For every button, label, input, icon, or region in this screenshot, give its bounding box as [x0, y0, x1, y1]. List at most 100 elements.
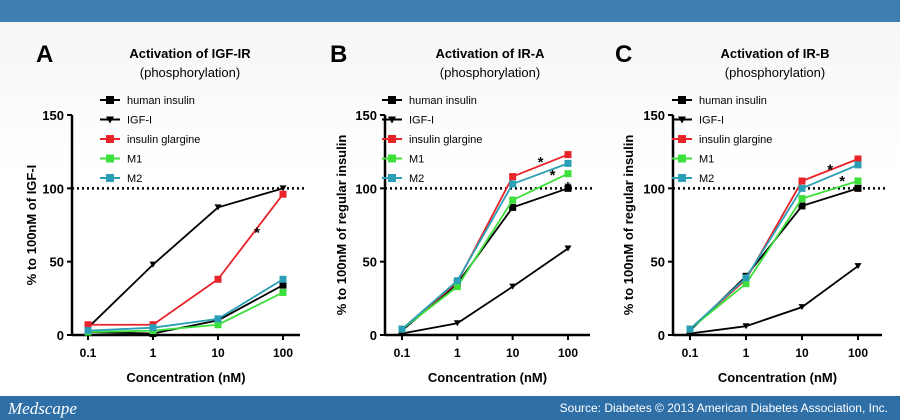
significance-asterisk: * [538, 154, 544, 171]
y-axis-label: % to 100nM of regular insulin [334, 135, 349, 316]
x-tick-label: 100 [558, 346, 578, 360]
legend-label: M2 [409, 173, 424, 185]
data-point [214, 315, 222, 323]
legend-label: M1 [127, 154, 142, 166]
data-point [279, 275, 287, 283]
legend-label: IGF-I [409, 115, 434, 127]
data-point [509, 203, 517, 211]
legend-marker [106, 174, 114, 182]
legend-marker [388, 135, 396, 143]
series-line [401, 172, 569, 330]
panel-letter: C [615, 41, 632, 68]
series-line [87, 187, 284, 329]
x-axis-label: Concentration (nM) [126, 370, 245, 385]
panel-a: A Activation of IGF-IR (phosphorylation) 0 5… [24, 41, 305, 385]
medscape-logo[interactable]: Medscape [8, 399, 77, 418]
panel-subtitle: (phosphorylation) [440, 65, 540, 80]
data-point [854, 184, 862, 192]
y-tick-label: 150 [643, 108, 665, 123]
legend-label: M1 [409, 154, 424, 166]
data-point [564, 184, 572, 192]
series-igf-i [398, 245, 572, 337]
legend-marker [388, 96, 396, 104]
x-tick-label: 1 [150, 346, 157, 360]
y-tick-label: 50 [651, 255, 665, 270]
x-tick-label: 100 [273, 346, 293, 360]
series-line [689, 158, 859, 330]
y-tick-label: 100 [42, 181, 64, 196]
y-tick-label: 150 [42, 108, 64, 123]
significance-asterisk: * [254, 224, 260, 241]
data-point [214, 321, 222, 329]
data-point [398, 325, 406, 333]
legend-label: human insulin [699, 95, 767, 107]
legend-label: IGF-I [127, 115, 152, 127]
legend-marker [678, 96, 686, 104]
data-point [798, 177, 806, 185]
panel-c: C Activation of IR-B (phosphorylation) 0 50 1… [615, 41, 887, 385]
legend-marker [678, 174, 686, 182]
legend-marker [678, 116, 686, 124]
data-point [214, 204, 222, 211]
panel-subtitle: (phosphorylation) [725, 65, 825, 80]
data-point [854, 177, 862, 185]
series-line [401, 247, 569, 335]
y-tick-label: 50 [50, 255, 64, 270]
legend-label: M2 [127, 173, 142, 185]
data-point [453, 320, 461, 327]
series-line [87, 278, 284, 332]
data-point [798, 195, 806, 203]
data-point [564, 151, 572, 159]
y-axis-label: % to 100nM of IGF-I [24, 165, 39, 286]
data-point [742, 280, 750, 288]
series-line [87, 284, 284, 335]
legend-marker [106, 154, 114, 163]
legend-marker [678, 135, 686, 143]
data-point [279, 281, 287, 289]
series-m2 [398, 159, 572, 333]
data-point [84, 321, 92, 329]
data-point [798, 304, 806, 311]
panel-b: B Activation of IR-A (phosphorylation) 0 50 1… [330, 41, 595, 385]
data-point [686, 325, 694, 333]
series-igf-i [686, 263, 862, 337]
legend-marker [388, 154, 396, 163]
x-tick-label: 10 [506, 346, 520, 360]
data-point [854, 161, 862, 169]
data-point [509, 283, 517, 290]
legend-label: M2 [699, 173, 714, 185]
series-line [689, 164, 859, 330]
legend-marker [106, 135, 114, 143]
data-point [149, 324, 157, 332]
y-tick-label: 50 [363, 255, 377, 270]
y-tick-label: 150 [355, 108, 377, 123]
significance-asterisk: * [550, 167, 556, 184]
legend-label: insulin glargine [409, 134, 482, 146]
x-tick-label: 0.1 [80, 346, 97, 360]
legend-label: insulin glargine [699, 134, 772, 146]
x-tick-label: 1 [454, 346, 461, 360]
data-point [742, 274, 750, 282]
data-point [279, 288, 287, 296]
y-tick-label: 100 [355, 181, 377, 196]
x-tick-label: 10 [211, 346, 225, 360]
series-line [689, 180, 859, 330]
data-point [279, 190, 287, 198]
data-point [509, 180, 517, 188]
x-axis-label: Concentration (nM) [428, 370, 547, 385]
series-line [401, 162, 569, 330]
panel-letter: A [36, 41, 53, 68]
data-point [149, 261, 157, 268]
panel-letter: B [330, 41, 347, 68]
data-point [854, 263, 862, 270]
significance-asterisk: * [565, 179, 571, 196]
significance-asterisk: * [839, 173, 845, 190]
footer-bar: Medscape Source: Diabetes © 2013 America… [0, 396, 900, 420]
y-tick-label: 100 [643, 181, 665, 196]
panel-title: Activation of IR-B [720, 46, 829, 61]
legend-marker [388, 174, 396, 182]
data-point [564, 245, 572, 252]
legend-label: M1 [699, 154, 714, 166]
x-tick-label: 10 [795, 346, 809, 360]
